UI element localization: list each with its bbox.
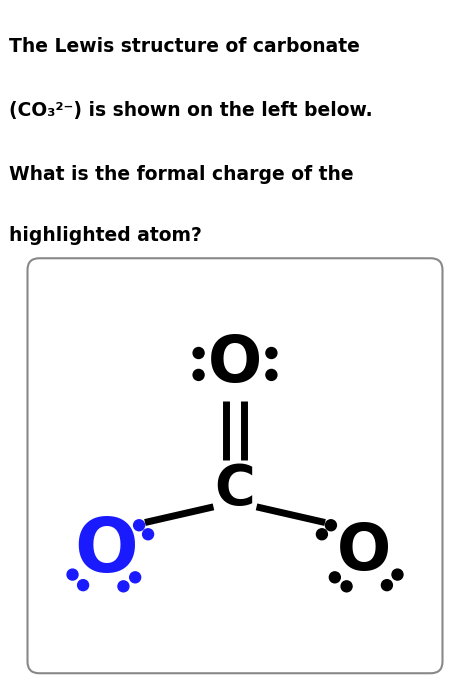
Text: O: O (74, 516, 138, 589)
Circle shape (392, 569, 403, 580)
Text: O: O (208, 333, 262, 395)
Circle shape (133, 520, 145, 531)
Circle shape (118, 581, 129, 592)
Circle shape (341, 581, 352, 592)
Text: highlighted atom?: highlighted atom? (9, 226, 202, 245)
Circle shape (130, 572, 141, 583)
Text: The Lewis structure of carbonate: The Lewis structure of carbonate (9, 37, 360, 56)
Circle shape (316, 529, 328, 540)
FancyBboxPatch shape (28, 259, 442, 673)
Circle shape (78, 580, 88, 591)
Text: (CO₃²⁻) is shown on the left below.: (CO₃²⁻) is shown on the left below. (9, 101, 373, 120)
Circle shape (142, 529, 154, 540)
Text: What is the formal charge of the: What is the formal charge of the (9, 165, 354, 184)
Circle shape (193, 369, 204, 381)
Circle shape (266, 348, 277, 358)
Circle shape (193, 348, 204, 358)
Circle shape (382, 580, 392, 591)
Circle shape (329, 572, 340, 583)
Circle shape (266, 369, 277, 381)
Circle shape (325, 520, 337, 531)
Text: O: O (337, 521, 392, 583)
Text: C: C (215, 462, 255, 516)
Circle shape (67, 569, 78, 580)
